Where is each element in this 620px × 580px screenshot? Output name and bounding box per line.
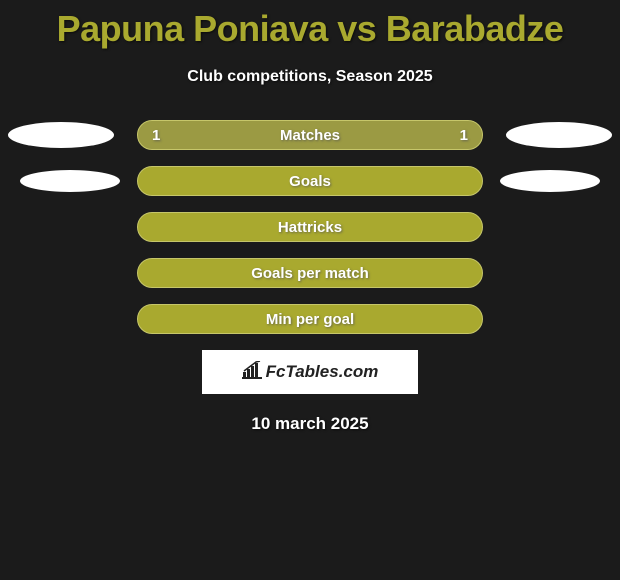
logo-box: FcTables.com — [202, 350, 418, 394]
stat-label: Hattricks — [278, 219, 342, 236]
stat-bar-matches: 1 Matches 1 — [137, 120, 483, 150]
stat-label: Matches — [280, 127, 340, 144]
stat-label: Min per goal — [266, 311, 354, 328]
player1-ellipse-icon — [20, 170, 120, 192]
player2-ellipse-icon — [506, 122, 612, 148]
stat-label: Goals — [289, 173, 331, 190]
stat-bar-min-per-goal: Min per goal — [137, 304, 483, 334]
stat-value-right: 1 — [460, 127, 468, 144]
stats-block: 1 Matches 1 Goals Hattricks — [0, 120, 620, 334]
stat-row-goals: Goals — [0, 166, 620, 196]
stat-label: Goals per match — [251, 265, 369, 282]
stat-row-min-per-goal: Min per goal — [0, 304, 620, 334]
stat-row-hattricks: Hattricks — [0, 212, 620, 242]
stat-bar-hattricks: Hattricks — [137, 212, 483, 242]
stat-row-matches: 1 Matches 1 — [0, 120, 620, 150]
player1-ellipse-icon — [8, 122, 114, 148]
date-label: 10 march 2025 — [0, 414, 620, 434]
player2-ellipse-icon — [500, 170, 600, 192]
page-title: Papuna Poniava vs Barabadze — [0, 0, 620, 50]
stat-row-goals-per-match: Goals per match — [0, 258, 620, 288]
stat-bar-goals: Goals — [137, 166, 483, 196]
stat-value-left: 1 — [152, 127, 160, 144]
subtitle: Club competitions, Season 2025 — [0, 68, 620, 86]
logo-text: FcTables.com — [266, 362, 379, 382]
stat-bar-goals-per-match: Goals per match — [137, 258, 483, 288]
chart-icon — [242, 361, 262, 384]
